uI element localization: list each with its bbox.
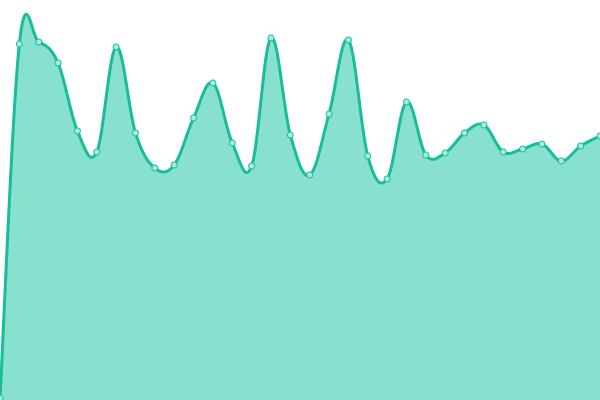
data-point-15 xyxy=(286,131,294,139)
data-point-8 xyxy=(151,164,159,172)
data-point-9 xyxy=(170,161,178,169)
data-point-4 xyxy=(73,127,81,135)
data-point-0 xyxy=(0,394,4,400)
data-point-2 xyxy=(35,38,43,46)
area-fill xyxy=(0,14,600,400)
data-point-11 xyxy=(209,79,217,87)
data-point-13 xyxy=(248,162,256,170)
data-point-28 xyxy=(538,140,546,148)
data-point-21 xyxy=(402,98,410,106)
data-point-5 xyxy=(93,148,101,156)
data-point-12 xyxy=(228,139,236,147)
data-point-25 xyxy=(480,121,488,129)
data-point-14 xyxy=(267,34,275,42)
data-point-10 xyxy=(190,114,198,122)
data-point-6 xyxy=(112,43,120,51)
data-point-19 xyxy=(364,152,372,160)
data-point-24 xyxy=(461,129,469,137)
data-point-3 xyxy=(54,59,62,67)
data-point-29 xyxy=(557,157,565,165)
data-point-22 xyxy=(422,151,430,159)
data-point-30 xyxy=(577,142,585,150)
data-point-26 xyxy=(499,148,507,156)
data-point-16 xyxy=(306,171,314,179)
data-point-20 xyxy=(383,175,391,183)
data-point-17 xyxy=(325,110,333,118)
data-point-18 xyxy=(344,36,352,44)
data-point-27 xyxy=(519,145,527,153)
data-point-1 xyxy=(15,40,23,48)
data-point-7 xyxy=(131,129,139,137)
data-point-23 xyxy=(441,149,449,157)
data-point-31 xyxy=(596,132,600,140)
data-markers xyxy=(0,34,600,400)
